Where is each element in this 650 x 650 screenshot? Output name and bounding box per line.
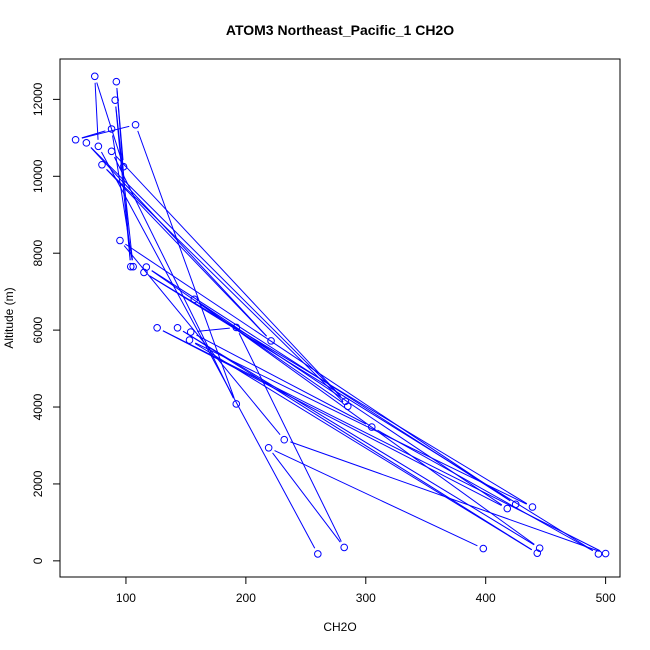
- series-segment: [137, 130, 235, 399]
- data-point: [190, 295, 199, 304]
- series-segment: [101, 151, 316, 549]
- data-point: [267, 337, 275, 345]
- series-segment: [199, 302, 535, 545]
- x-axis-title: CH2O: [323, 620, 356, 634]
- data-point: [264, 443, 273, 452]
- data-point: [340, 543, 348, 552]
- y-axis-title: Altitude (m): [2, 287, 16, 348]
- series-segment: [113, 156, 234, 399]
- series-segment: [238, 333, 342, 542]
- data-point: [116, 236, 124, 245]
- data-point: [280, 435, 289, 444]
- x-tick-label: 300: [356, 591, 376, 605]
- data-point: [185, 336, 194, 344]
- plot-frame: [59, 58, 621, 578]
- series-segment: [81, 125, 130, 139]
- y-axis: 0 2000 4000 6000 8000 10000 12000: [31, 82, 61, 564]
- data-point: [94, 142, 103, 151]
- data-series: [71, 72, 610, 558]
- data-point: [535, 544, 544, 552]
- data-point: [112, 77, 121, 86]
- series-segment: [106, 169, 267, 337]
- series-segment: [149, 275, 528, 505]
- data-point: [111, 96, 119, 104]
- series-segment: [96, 82, 123, 161]
- series-segment: [90, 147, 342, 398]
- series-segment: [162, 330, 502, 507]
- data-point: [119, 162, 128, 171]
- series-segment: [94, 82, 99, 140]
- series-segment: [106, 168, 344, 403]
- data-point: [232, 323, 241, 332]
- x-tick-label: 500: [596, 591, 616, 605]
- data-point: [314, 550, 322, 558]
- data-point: [98, 160, 106, 169]
- data-point: [479, 544, 488, 553]
- series-segment: [194, 343, 532, 551]
- x-tick-label: 200: [236, 591, 256, 605]
- data-point: [173, 324, 182, 332]
- series-segment: [123, 245, 281, 436]
- data-point: [341, 397, 350, 406]
- data-point: [367, 423, 376, 431]
- data-point: [71, 135, 80, 144]
- series-segment: [272, 452, 341, 543]
- y-tick-label: 6000: [31, 316, 45, 343]
- data-point: [153, 324, 161, 332]
- data-point: [186, 328, 195, 336]
- series-segment: [125, 243, 511, 502]
- series-segment: [182, 330, 533, 551]
- data-point: [601, 549, 610, 558]
- series-segment: [115, 155, 342, 397]
- data-point: [131, 120, 140, 129]
- y-tick-label: 4000: [31, 393, 45, 420]
- data-point: [90, 72, 99, 81]
- data-point: [533, 549, 542, 557]
- y-tick-label: 2000: [31, 470, 45, 497]
- x-tick-label: 400: [476, 591, 496, 605]
- series-segment: [149, 275, 594, 551]
- series-segment: [197, 327, 230, 332]
- chart-title: ATOM3 Northeast_Pacific_1 CH2O: [226, 22, 454, 38]
- y-tick-label: 12000: [31, 82, 45, 116]
- data-point: [107, 125, 116, 133]
- series-segment: [377, 429, 593, 552]
- data-point: [126, 262, 135, 271]
- data-point: [511, 500, 520, 509]
- data-point: [528, 503, 537, 511]
- series-segment: [195, 342, 527, 505]
- series-segment: [90, 147, 267, 337]
- data-point: [82, 139, 91, 147]
- data-point: [140, 268, 148, 277]
- series-segment: [274, 450, 478, 547]
- data-point: [503, 504, 512, 513]
- data-point: [232, 400, 241, 408]
- y-tick-label: 0: [31, 557, 45, 564]
- data-point: [594, 550, 603, 558]
- data-point: [343, 402, 352, 411]
- y-tick-label: 8000: [31, 240, 45, 267]
- data-point: [107, 147, 116, 156]
- series-segment: [196, 334, 367, 425]
- series-segment: [182, 330, 535, 546]
- x-tick-label: 100: [116, 591, 136, 605]
- data-point: [129, 262, 137, 271]
- x-axis: 100 200 300 400 500: [116, 576, 616, 605]
- y-tick-label: 10000: [31, 159, 45, 193]
